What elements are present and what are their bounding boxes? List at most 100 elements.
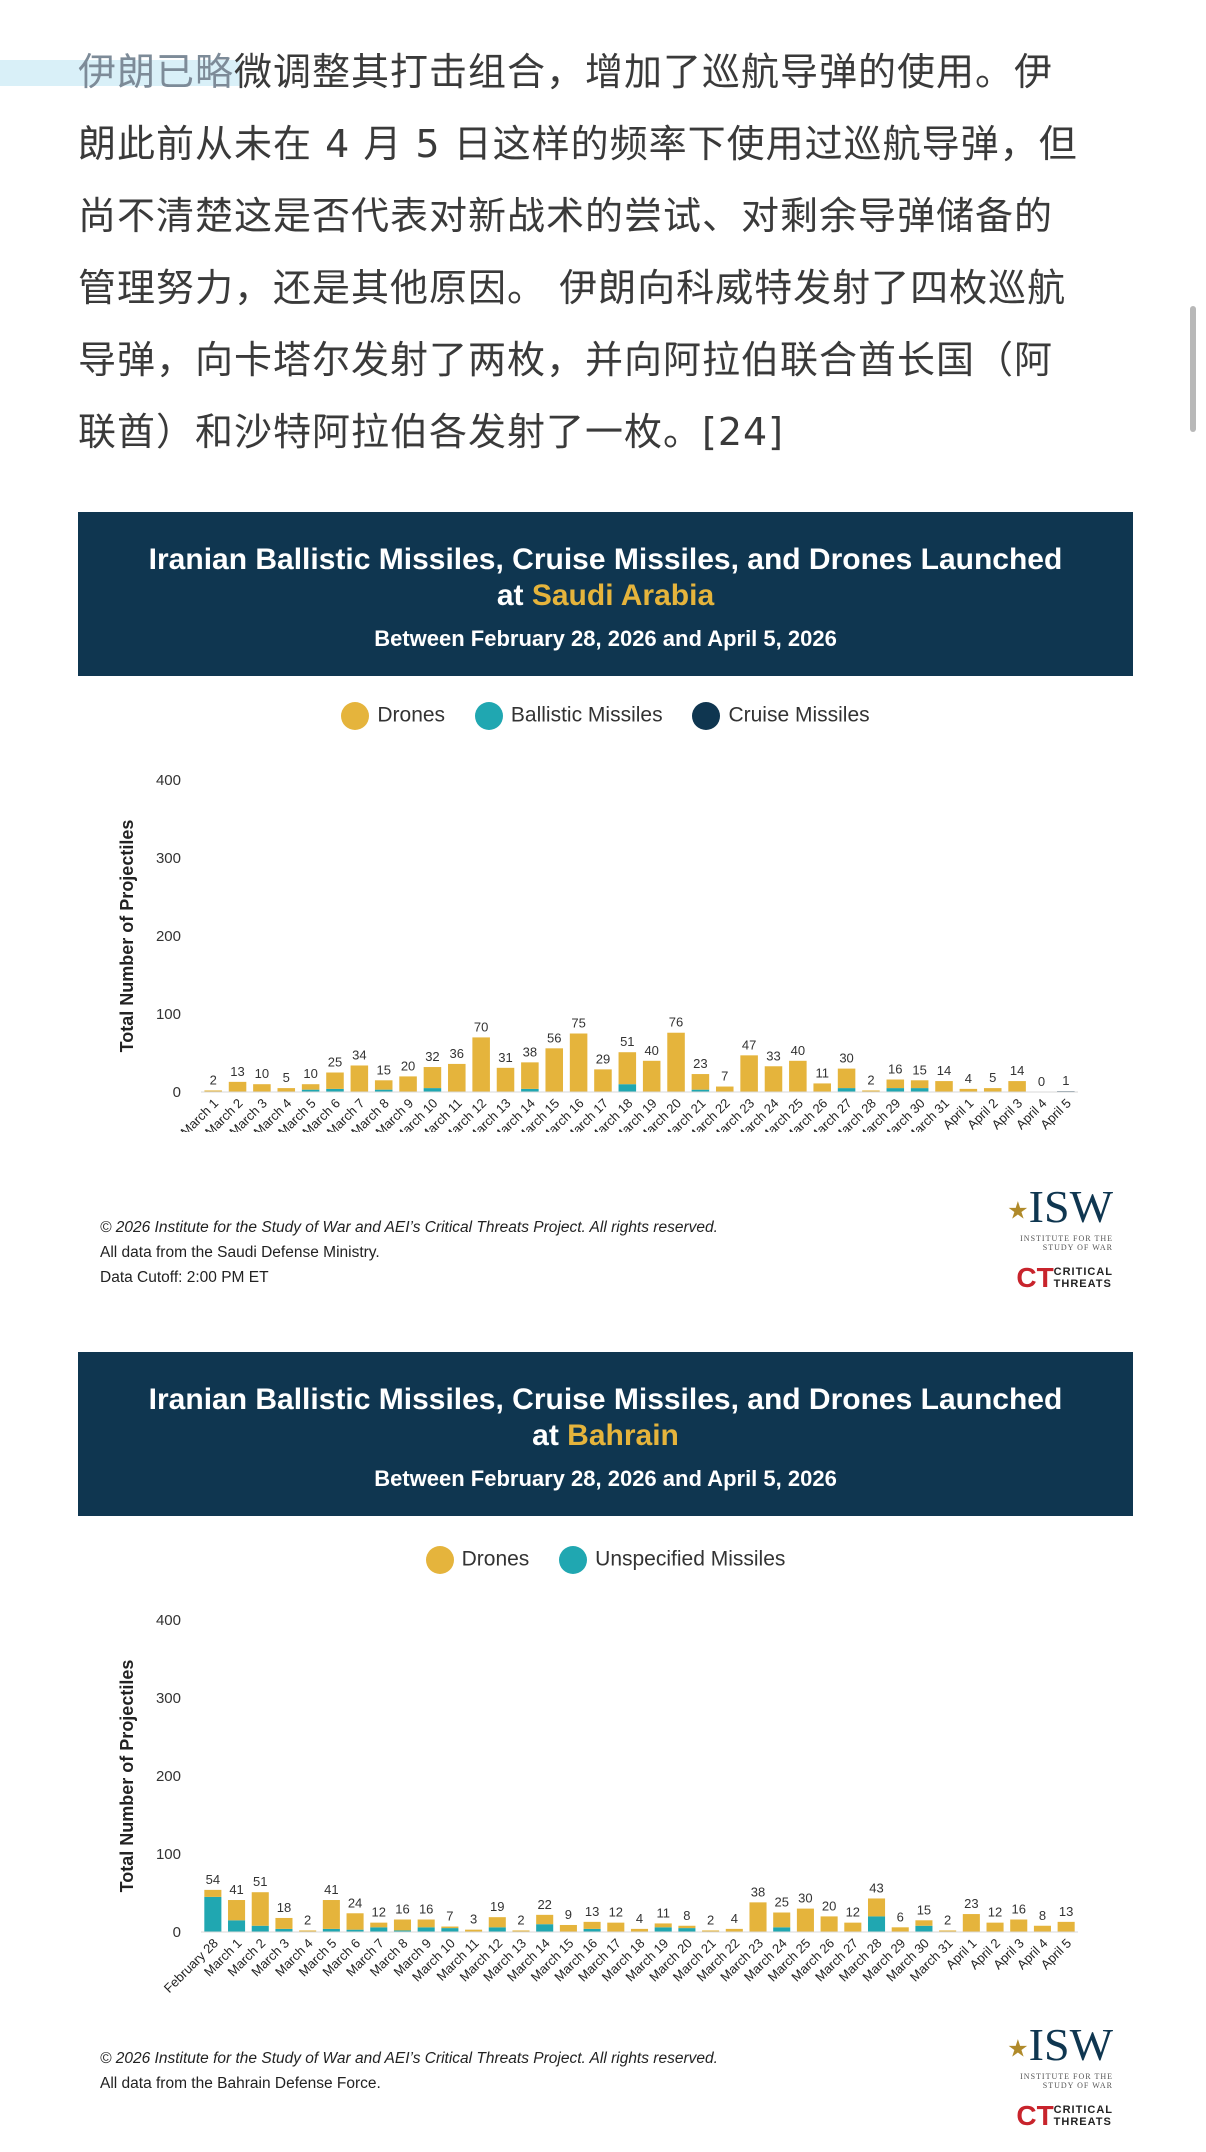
- bar-segment: [725, 1928, 743, 1932]
- chart-subtitle: Between February 28, 2026 and April 5, 2…: [374, 626, 837, 651]
- bar-segment: [322, 1900, 340, 1929]
- bar-segment: [370, 1922, 388, 1928]
- bar-segment: [691, 1074, 710, 1090]
- data-label: 41: [229, 1882, 243, 1897]
- data-label: 12: [372, 1905, 386, 1920]
- bar-segment: [618, 1052, 637, 1085]
- bar-segment: [393, 1919, 412, 1931]
- data-label: 36: [450, 1046, 464, 1061]
- publisher-logos: ★ISW INSTITUTE FOR THE STUDY OF WAR CTCR…: [1003, 1184, 1113, 1294]
- bar-segment: [228, 1900, 246, 1921]
- data-label: 15: [917, 1902, 931, 1917]
- y-tick-label: 0: [173, 1924, 181, 1941]
- data-label: 2: [210, 1072, 217, 1087]
- bar-segment: [886, 1088, 905, 1092]
- chart-footer: © 2026 Institute for the Study of War an…: [100, 2046, 718, 2096]
- bar-segment: [536, 1924, 554, 1932]
- data-label: 7: [721, 1069, 728, 1084]
- bar-segment: [813, 1083, 831, 1092]
- bar-segment: [915, 1920, 933, 1926]
- data-label: 14: [937, 1063, 951, 1078]
- bar-segment: [1010, 1919, 1028, 1932]
- bar-segment: [559, 1924, 577, 1932]
- chart-footer: © 2026 Institute for the Study of War an…: [100, 1215, 718, 1290]
- data-label: 16: [888, 1062, 902, 1077]
- y-axis-label: Total Number of Projectiles: [117, 1660, 137, 1893]
- data-label: 25: [774, 1895, 788, 1910]
- bar-segment: [910, 1080, 929, 1089]
- bar-segment: [986, 1922, 1004, 1932]
- bar-segment: [844, 1922, 862, 1932]
- data-label: 5: [989, 1070, 996, 1085]
- bar-segment: [465, 1929, 483, 1932]
- bar-segment: [796, 1908, 814, 1932]
- article-line: 尚不清楚这是否代表对新战术的尝试、对剩余导弹储备的: [78, 194, 1054, 238]
- data-label: 30: [798, 1891, 812, 1906]
- bar-segment: [583, 1921, 601, 1929]
- data-label: 29: [596, 1051, 610, 1066]
- critical-threats-logo: CTCRITICAL THREATS: [1016, 1262, 1113, 1294]
- bar-segment: [448, 1063, 466, 1092]
- isw-logo: ★ISW: [1007, 2019, 1113, 2070]
- bar-segment: [251, 1925, 269, 1932]
- chart-title: Iranian Ballistic Missiles, Cruise Missi…: [148, 543, 1063, 576]
- data-label: 23: [693, 1056, 707, 1071]
- chart-banner: Iranian Ballistic Missiles, Cruise Missi…: [78, 1352, 1133, 1516]
- bar-segment: [417, 1927, 435, 1932]
- bar-segment: [441, 1928, 459, 1932]
- bar-segment: [350, 1065, 369, 1092]
- bar-segment: [496, 1067, 515, 1092]
- copyright-notice: © 2026 Institute for the Study of War an…: [100, 1219, 718, 1236]
- data-label: 2: [304, 1912, 311, 1927]
- data-label: 15: [376, 1062, 390, 1077]
- bar-segment: [545, 1048, 564, 1092]
- data-label: 8: [683, 1908, 690, 1923]
- data-label: 11: [815, 1065, 829, 1080]
- bar-segment: [1057, 1921, 1075, 1932]
- bar-segment: [764, 1066, 783, 1092]
- page-scrollbar[interactable]: [1190, 306, 1196, 432]
- bar-segment: [702, 1930, 720, 1932]
- bar-segment: [374, 1089, 393, 1092]
- legend-ballistic-missiles: Ballistic Missiles: [474, 702, 663, 730]
- bar-segment: [512, 1930, 530, 1932]
- data-label: 16: [419, 1902, 433, 1917]
- bar-segment: [749, 1902, 767, 1932]
- data-label: 25: [328, 1055, 342, 1070]
- data-label: 43: [869, 1880, 883, 1895]
- data-label: 34: [352, 1047, 366, 1062]
- bar-segment: [654, 1923, 672, 1928]
- data-label: 16: [395, 1902, 409, 1917]
- article-line: 管理努力，还是其他原因。 伊朗向科威特发射了四枚巡航: [78, 266, 1067, 310]
- saudi-arabia-chart-figure: Iranian Ballistic Missiles, Cruise Missi…: [78, 512, 1133, 1302]
- bar-segment: [253, 1084, 271, 1092]
- bar-segment: [275, 1917, 293, 1929]
- data-label: 20: [822, 1898, 836, 1913]
- data-label: 33: [766, 1048, 780, 1063]
- bar-segment: [228, 1920, 246, 1932]
- chart-banner: Iranian Ballistic Missiles, Cruise Missi…: [78, 512, 1133, 676]
- chart-legend: Drones Unspecified Missiles: [78, 1546, 1133, 1574]
- legend-swatch: [425, 1546, 454, 1574]
- bar-segment: [915, 1925, 933, 1932]
- legend-drones: Drones: [341, 702, 445, 730]
- isw-logo-subtitle: INSTITUTE FOR THE STUDY OF WAR: [1020, 2072, 1113, 2091]
- data-label: 12: [846, 1905, 860, 1920]
- bar-segment: [417, 1919, 435, 1928]
- data-label: 13: [1059, 1904, 1073, 1919]
- data-label: 70: [474, 1019, 488, 1034]
- y-tick-label: 400: [156, 772, 181, 789]
- data-label: 22: [537, 1897, 551, 1912]
- chart-plot: Total Number of Projectiles0100200300400…: [117, 772, 1078, 1132]
- bar-segment: [837, 1088, 856, 1092]
- bar-segment: [370, 1927, 388, 1932]
- bar-segment: [962, 1914, 980, 1932]
- data-label: 51: [620, 1034, 634, 1049]
- data-label: 54: [206, 1872, 220, 1887]
- data-label: 14: [1010, 1063, 1024, 1078]
- bar-segment: [472, 1037, 490, 1092]
- data-label: 4: [731, 1911, 738, 1926]
- data-label: 32: [425, 1049, 439, 1064]
- bar-segment: [301, 1089, 320, 1092]
- legend-swatch: [341, 702, 370, 730]
